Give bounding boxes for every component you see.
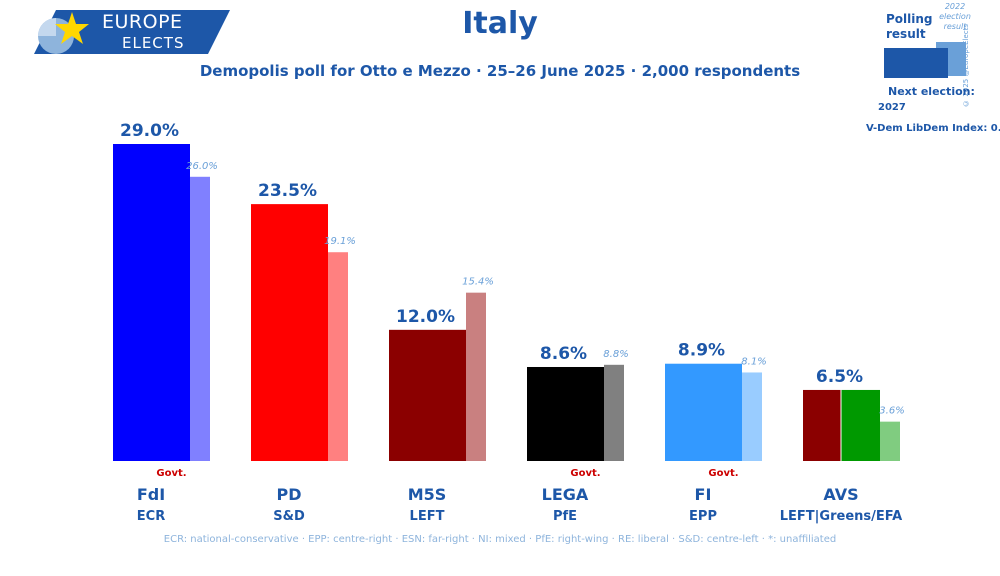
value-label-fi: 8.9%: [678, 341, 725, 361]
party-label-fdi: FdI: [137, 485, 165, 504]
group-label-avs: LEFT|Greens/EFA: [780, 509, 902, 524]
govt-label-fdi: Govt.: [156, 468, 186, 479]
bar-fdi: [113, 144, 190, 461]
prev-label-avs: 3.6%: [879, 406, 904, 417]
prev-bar-pd: [328, 252, 348, 461]
page-title: Italy: [462, 6, 538, 41]
prev-label-lega: 8.8%: [603, 349, 628, 360]
value-label-lega: 8.6%: [540, 344, 587, 364]
bar-m5s: [389, 329, 466, 461]
prev-bar-lega: [604, 364, 624, 461]
legend-swatch: [884, 42, 966, 78]
prev-label-fdi: 26.0%: [186, 161, 218, 172]
value-label-avs: 6.5%: [816, 367, 863, 387]
prev-bar-m5s: [466, 292, 486, 461]
value-label-fdi: 29.0%: [120, 121, 179, 141]
group-label-fi: EPP: [689, 509, 717, 524]
party-label-lega: LEGA: [542, 485, 589, 504]
group-label-m5s: LEFT: [410, 509, 445, 524]
prev-label-m5s: 15.4%: [462, 277, 494, 288]
legend-poll-swatch: [884, 48, 948, 78]
bar-pd: [251, 204, 328, 461]
bar-lega: [527, 366, 604, 461]
bar-avs-part1: [803, 389, 841, 461]
group-label-fdi: ECR: [137, 509, 165, 524]
govt-label-fi: Govt.: [708, 468, 738, 479]
bar-avs-part2: [841, 389, 880, 461]
party-label-fi: FI: [695, 485, 712, 504]
group-label-lega: PfE: [553, 509, 577, 524]
prev-label-fi: 8.1%: [741, 356, 766, 367]
bar-fi: [665, 363, 742, 461]
value-label-pd: 23.5%: [258, 181, 317, 201]
group-label-pd: S&D: [273, 509, 305, 524]
next-election-label: Next election:: [888, 85, 975, 98]
logo-line2: ELECTS: [122, 34, 185, 52]
party-label-m5s: M5S: [408, 485, 447, 504]
value-label-m5s: 12.0%: [396, 307, 455, 327]
party-label-avs: AVS: [823, 485, 858, 504]
prev-label-pd: 19.1%: [324, 236, 356, 247]
prev-bar-fi: [742, 372, 762, 461]
prev-bar-fdi: [190, 176, 210, 462]
party-label-pd: PD: [276, 485, 301, 504]
logo-line1: EUROPE: [102, 11, 183, 33]
legend-election-label: 2022 election result: [939, 2, 971, 31]
legend-polling-label: Polling result: [886, 12, 933, 41]
prev-bar-avs: [880, 421, 900, 461]
next-election-value: 2027: [878, 102, 906, 113]
govt-label-lega: Govt.: [570, 468, 600, 479]
star-icon: [55, 12, 89, 44]
europe-elects-logo: [34, 10, 230, 54]
vdem-index: V-Dem LibDem Index: 0.70: [866, 123, 1000, 134]
page-subtitle: Demopolis poll for Otto e Mezzo · 25–26 …: [199, 62, 801, 80]
footer-legend: ECR: national-conservative · EPP: centre…: [163, 534, 837, 545]
